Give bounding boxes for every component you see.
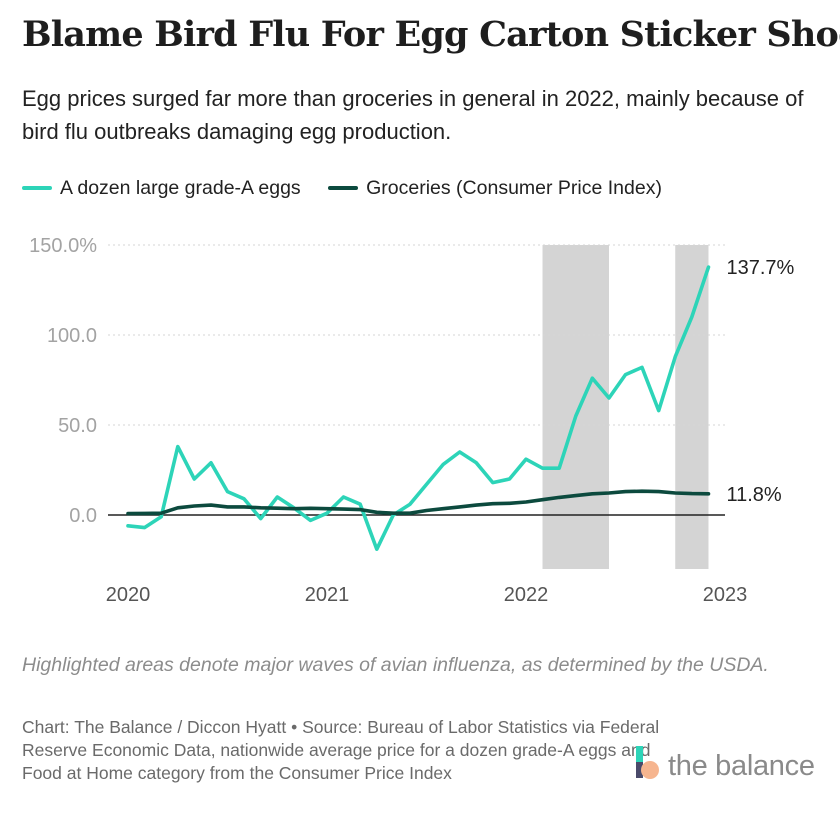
legend-label-groceries: Groceries (Consumer Price Index) — [366, 176, 662, 199]
line-chart: 150.0% 100.0 50.0 0.0 2020 2021 2022 2023 137.… — [29, 235, 794, 606]
grid-lines — [108, 244, 725, 516]
legend-swatch-groceries — [328, 186, 359, 190]
brand-mark-icon — [636, 746, 659, 779]
y-tick-label: 100.0 — [47, 325, 97, 347]
x-axis-ticks: 2020 2021 2022 2023 — [106, 584, 748, 606]
x-tick-label: 2023 — [703, 584, 748, 606]
chart-note: Highlighted areas denote major waves of … — [22, 654, 769, 676]
x-tick-label: 2020 — [106, 584, 151, 606]
highlight-areas — [542, 245, 709, 569]
y-tick-label: 0.0 — [69, 505, 97, 527]
legend-label-eggs: A dozen large grade-A eggs — [60, 176, 301, 199]
legend-item-groceries: Groceries (Consumer Price Index) — [328, 177, 662, 200]
legend-item-eggs: A dozen large grade-A eggs — [22, 177, 301, 200]
end-labels: 137.7% 11.8% — [726, 257, 794, 506]
y-tick-label: 50.0 — [58, 415, 97, 437]
y-tick-label: 150.0% — [29, 235, 97, 257]
end-label-groceries: 11.8% — [726, 484, 781, 506]
chart-subtitle: Egg prices surged far more than grocerie… — [22, 86, 804, 144]
legend: A dozen large grade-A eggs Groceries (Co… — [22, 173, 684, 200]
chart-title: Blame Bird Flu For Egg Carton Sticker Sh… — [22, 14, 840, 55]
avian-flu-highlight-1 — [542, 245, 609, 569]
x-tick-label: 2022 — [504, 584, 549, 606]
x-tick-label: 2021 — [305, 584, 350, 606]
series-line-eggs — [126, 265, 711, 552]
series-line-groceries — [126, 489, 711, 516]
legend-swatch-eggs — [22, 186, 52, 190]
brand-logo: the balance — [636, 746, 815, 786]
chart-source: Chart: The Balance / Diccon Hyatt • Sour… — [22, 717, 660, 783]
end-label-eggs: 137.7% — [726, 257, 794, 279]
brand-name: the balance — [668, 749, 815, 782]
avian-flu-highlight-2 — [675, 245, 709, 569]
series-lines — [126, 265, 711, 552]
y-axis-ticks: 150.0% 100.0 50.0 0.0 — [29, 235, 97, 527]
